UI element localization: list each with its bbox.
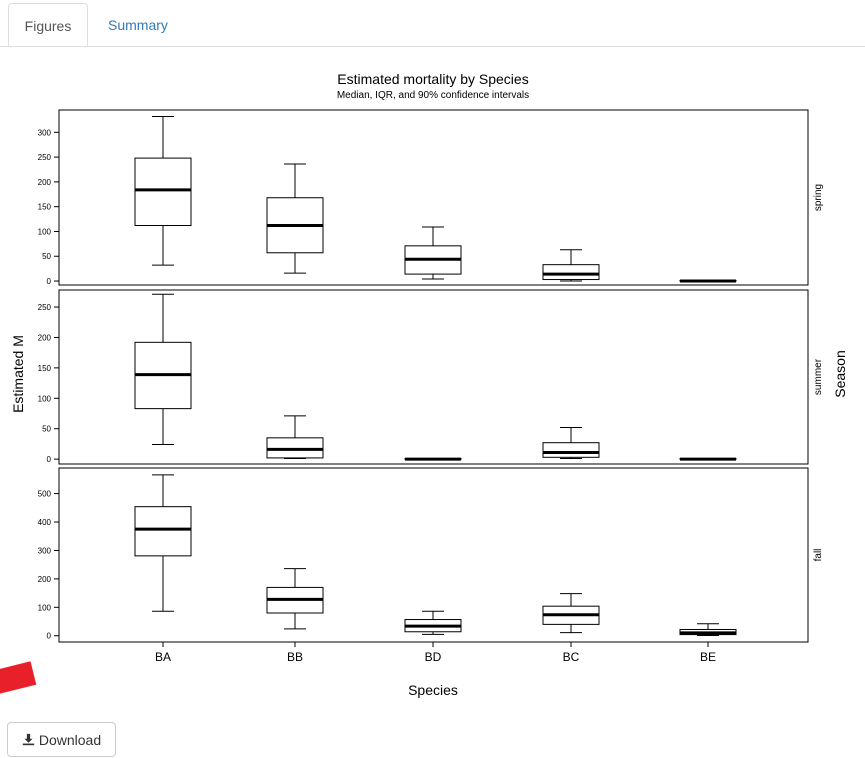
iqr-box <box>134 157 192 227</box>
download-label: Download <box>38 731 102 748</box>
y-tick-label: 300 <box>38 128 52 137</box>
panel-spring: 0 50 100 150 200 250 300 spring <box>38 109 824 286</box>
box-BD-fall <box>404 610 462 635</box>
y-axis-label: Estimated M <box>10 335 26 413</box>
y-tick-label: 300 <box>38 546 52 555</box>
box-BC-summer <box>542 426 600 460</box>
x-tick-label: BC <box>563 650 580 664</box>
y-tick-label: 400 <box>38 518 52 527</box>
chart-subtitle: Median, IQR, and 90% confidence interval… <box>337 90 529 101</box>
box-BD-summer <box>404 457 462 461</box>
panels: 0 50 100 150 200 250 300 spring 0 50 100 150 200 250 s… <box>38 109 824 643</box>
x-tick-label: BE <box>700 650 716 664</box>
box-BD-spring <box>404 226 462 280</box>
iqr-box <box>134 506 192 557</box>
y-tick-label: 100 <box>38 603 52 612</box>
x-axis: BA BB BD BC BE <box>155 642 716 664</box>
download-button[interactable]: Download <box>7 722 116 757</box>
panel-fall: 0 100 200 300 400 500 fall <box>38 467 824 643</box>
tab-bar: Figures Summary <box>0 0 865 47</box>
y-tick-label: 50 <box>42 425 51 434</box>
box-BA-fall <box>134 474 192 612</box>
y-tick-label: 100 <box>38 394 52 403</box>
box-BE-fall <box>679 623 737 636</box>
x-tick-label: BA <box>155 650 171 664</box>
y-tick-label: 0 <box>47 277 52 286</box>
download-icon <box>22 733 35 746</box>
box-BA-spring <box>134 115 192 266</box>
iqr-box <box>542 264 600 281</box>
iqr-box <box>266 437 324 459</box>
y-tick-label: 150 <box>38 364 52 373</box>
tab-figures[interactable]: Figures <box>8 3 88 47</box>
y-tick-label: 150 <box>38 203 52 212</box>
y-tick-label: 250 <box>38 303 52 312</box>
facet-axis-label: Season <box>832 350 848 397</box>
y-tick-label: 50 <box>42 252 51 261</box>
y-tick-label: 0 <box>47 632 52 641</box>
box-BA-summer <box>134 293 192 446</box>
x-tick-label: BD <box>425 650 442 664</box>
iqr-box <box>542 442 600 458</box>
box-BC-fall <box>542 593 600 634</box>
panel-summer: 0 50 100 150 200 250 summer <box>38 289 824 465</box>
panel-frame <box>58 289 809 465</box>
box-BB-fall <box>266 568 324 630</box>
y-tick-label: 200 <box>38 178 52 187</box>
y-tick-label: 100 <box>38 227 52 236</box>
panel-frame <box>58 109 809 286</box>
mortality-boxplot-chart: Estimated mortality by Species Median, I… <box>10 71 848 698</box>
facet-strip-label: summer <box>813 358 824 395</box>
x-tick-label: BB <box>287 650 303 664</box>
box-BB-summer <box>266 415 324 460</box>
y-tick-label: 200 <box>38 575 52 584</box>
x-axis-label: Species <box>408 682 458 698</box>
box-BB-spring <box>266 163 324 274</box>
tab-summary[interactable]: Summary <box>108 17 168 33</box>
facet-strip-label: spring <box>813 184 824 211</box>
box-BE-spring <box>679 279 737 283</box>
tab-divider <box>0 46 865 47</box>
facet-strip-label: fall <box>813 549 824 562</box>
box-BC-spring <box>542 249 600 282</box>
y-tick-label: 500 <box>38 490 52 499</box>
y-tick-label: 200 <box>38 333 52 342</box>
chart-title: Estimated mortality by Species <box>337 71 528 87</box>
y-tick-label: 0 <box>47 455 52 464</box>
box-BE-summer <box>679 457 737 461</box>
y-tick-label: 250 <box>38 153 52 162</box>
